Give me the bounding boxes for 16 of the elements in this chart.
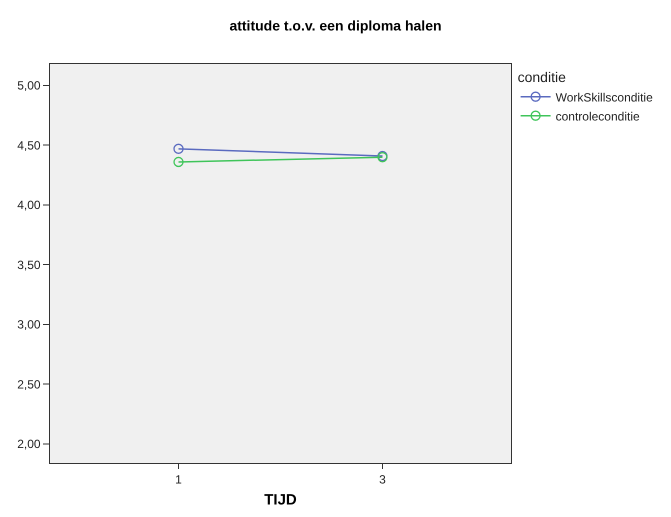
y-tick-label: 4,50	[17, 138, 41, 152]
x-tick-label: 3	[379, 472, 386, 486]
legend-label: WorkSkillsconditie	[556, 90, 654, 104]
y-tick-label: 5,00	[17, 78, 41, 93]
y-tick-label: 3,50	[17, 258, 41, 272]
y-tick-label: 4,00	[17, 198, 41, 212]
y-tick-label: 2,00	[17, 437, 41, 452]
y-tick-label: 3,00	[17, 318, 41, 332]
chart-title: attitude t.o.v. een diploma halen	[229, 17, 442, 34]
legend-title: conditie	[518, 69, 566, 86]
legend-label: controleconditie	[556, 109, 640, 124]
x-tick-label: 1	[175, 472, 182, 486]
point	[173, 156, 184, 168]
x-axis-title: TIJD	[264, 491, 297, 508]
point	[173, 144, 184, 154]
y-tick-label: 2,50	[17, 377, 41, 392]
